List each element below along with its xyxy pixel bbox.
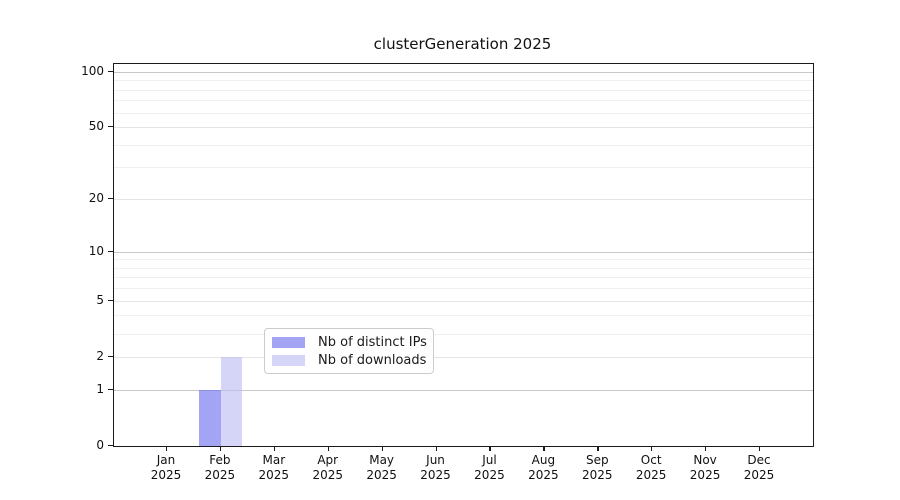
x-tick-mark <box>759 446 761 451</box>
y-gridline-minor <box>114 288 813 290</box>
x-tick-label: Jun 2025 <box>400 453 472 482</box>
y-gridline-major <box>114 251 813 253</box>
y-gridline-minor <box>114 333 813 335</box>
y-tick-mark <box>108 250 113 252</box>
y-gridline-minor <box>114 100 813 102</box>
y-gridline-minor <box>114 89 813 91</box>
x-tick-mark <box>166 446 168 451</box>
x-tick-label-line: 2025 <box>743 467 775 482</box>
x-tick-mark <box>381 446 383 451</box>
x-tick-mark <box>435 446 437 451</box>
x-tick-mark <box>273 446 276 451</box>
x-tick-mark <box>327 446 330 451</box>
x-tick-mark <box>219 446 222 451</box>
y-gridline-minor <box>114 315 813 317</box>
x-tick-label-line: Jan <box>156 453 176 467</box>
y-tick-mark <box>108 445 113 447</box>
x-tick-label-line: 2025 <box>366 467 397 482</box>
legend-label: Nb of distinct IPs <box>318 334 427 350</box>
legend-entry: Nb of downloads <box>272 352 433 368</box>
x-tick-label-line: Feb <box>209 453 231 467</box>
x-tick-label-line: 2025 <box>312 467 343 482</box>
x-tick-mark <box>651 446 653 451</box>
legend-entry: Nb of distinct IPs <box>272 334 433 350</box>
x-tick-label-line: Apr <box>317 453 339 467</box>
y-gridline-minor <box>114 267 813 269</box>
x-tick-label-line: 2025 <box>689 467 721 482</box>
chart-title: clusterGeneration 2025 <box>373 35 552 53</box>
y-tick-mark <box>108 198 113 200</box>
y-tick-mark <box>108 388 113 391</box>
x-tick-label-line: Oct <box>640 453 662 467</box>
x-tick-mark <box>489 446 491 451</box>
x-tick-label-line: Mar <box>262 453 286 467</box>
bar-nb-of-distinct-ips <box>199 389 221 446</box>
y-gridline-major <box>114 71 813 73</box>
x-tick-label-line: 2025 <box>204 467 236 482</box>
y-gridline-minor <box>114 167 813 169</box>
x-tick-label: Feb 2025 <box>184 453 256 482</box>
x-tick-label-line: Jul <box>482 453 497 467</box>
y-tick-label: 5 <box>96 292 104 307</box>
x-tick-label-line: 2025 <box>528 467 559 482</box>
y-tick-label: 1 <box>96 381 104 396</box>
y-tick-label: 100 <box>81 63 104 78</box>
x-tick-label-line: 2025 <box>420 467 451 482</box>
x-tick-mark <box>705 446 707 451</box>
y-tick-mark <box>108 126 113 128</box>
x-tick-label-line: 2025 <box>581 467 613 482</box>
y-tick-label: 50 <box>88 119 104 134</box>
plot-area <box>113 63 814 447</box>
bar-nb-of-downloads <box>220 356 243 446</box>
y-gridline-major <box>114 389 813 391</box>
x-tick-label-line: May <box>369 453 395 467</box>
y-gridline-minor <box>114 277 813 279</box>
y-tick-label: 2 <box>96 348 104 363</box>
legend: Nb of distinct IPs Nb of downloads <box>264 328 434 374</box>
y-tick-label: 10 <box>88 243 104 258</box>
x-tick-label-line: Aug <box>531 453 556 467</box>
y-tick-mark <box>108 299 113 301</box>
x-tick-label: Apr 2025 <box>292 453 364 482</box>
x-tick-label-line: Sep <box>585 453 609 467</box>
x-tick-label-line: Dec <box>747 453 771 467</box>
y-tick-label: 0 <box>96 438 104 452</box>
y-gridline-minor <box>114 112 813 114</box>
x-tick-label: Oct 2025 <box>615 453 687 482</box>
legend-label: Nb of downloads <box>318 352 427 368</box>
x-tick-label: Mar 2025 <box>238 453 310 482</box>
legend-swatch <box>272 336 305 348</box>
x-tick-label-line: 2025 <box>150 467 182 482</box>
x-tick-label: Sep 2025 <box>561 453 633 482</box>
x-tick-label-line: 2025 <box>474 467 505 482</box>
x-tick-label: Jan 2025 <box>130 453 202 482</box>
y-tick-mark <box>108 355 113 358</box>
x-tick-label-line: Nov <box>693 453 717 467</box>
x-tick-label-line: Jun <box>426 453 445 467</box>
x-tick-label-line: 2025 <box>635 467 667 482</box>
y-gridline-minor <box>114 80 813 82</box>
y-gridline-major <box>114 300 813 302</box>
x-tick-label: Dec 2025 <box>723 453 795 482</box>
x-tick-label-line: 2025 <box>258 467 290 482</box>
x-tick-label: Jul 2025 <box>453 453 525 482</box>
x-tick-mark <box>543 446 545 451</box>
y-gridline-major <box>114 199 813 201</box>
x-tick-label: Nov 2025 <box>669 453 741 482</box>
y-gridline-major <box>114 356 813 358</box>
x-tick-label: Aug 2025 <box>507 453 579 482</box>
x-tick-label: May 2025 <box>346 453 418 482</box>
legend-swatch <box>272 354 305 366</box>
y-tick-label: 20 <box>88 191 104 206</box>
y-tick-mark <box>108 70 113 72</box>
y-gridline-major <box>114 127 813 129</box>
y-gridline-minor <box>114 144 813 146</box>
x-tick-mark <box>597 446 599 451</box>
y-gridline-minor <box>114 259 813 261</box>
